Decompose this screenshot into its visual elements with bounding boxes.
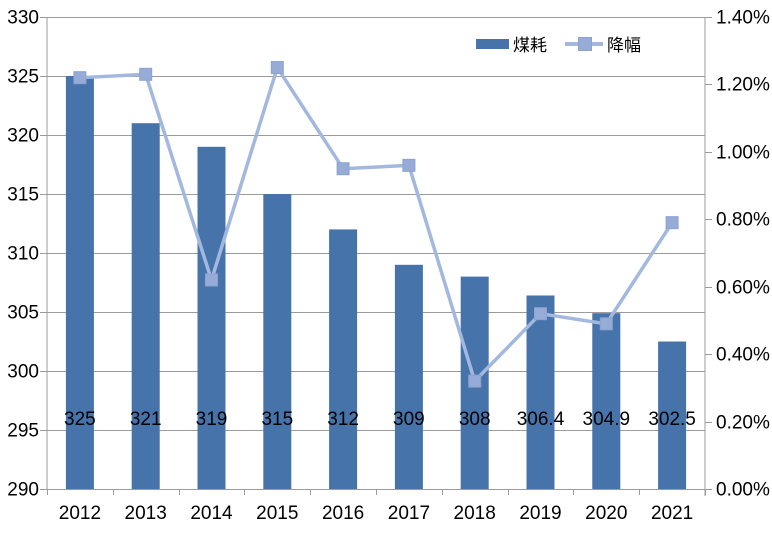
bar-2017 [394, 264, 423, 489]
left-axis-tick-label: 310 [7, 244, 39, 265]
line-marker-2016 [336, 162, 350, 176]
left-axis-tick-label: 290 [7, 480, 39, 501]
bar-data-label: 302.5 [648, 409, 696, 430]
right-axis-tick-label: 1.00% [716, 143, 770, 164]
x-axis-category-label: 2017 [388, 503, 430, 524]
x-axis-category-label: 2018 [454, 503, 496, 524]
bar-data-label: 321 [130, 409, 162, 430]
bar-2019 [526, 295, 555, 489]
bar-data-label: 309 [393, 409, 425, 430]
line-marker-2015 [270, 61, 284, 75]
legend-item-coal: 煤耗 [476, 31, 547, 56]
legend-label-coal: 煤耗 [513, 36, 547, 55]
right-axis-tick-label: 0.40% [716, 345, 770, 366]
x-axis-category-label: 2013 [125, 503, 167, 524]
x-axis-category-label: 2016 [322, 503, 364, 524]
line-marker-2014 [205, 273, 218, 287]
bar-2013 [131, 123, 160, 489]
right-axis-tick-label: 1.40% [716, 8, 770, 29]
bar-data-label: 308 [459, 409, 491, 430]
line-marker-2019 [534, 307, 547, 321]
line-marker-2020 [599, 317, 613, 331]
decline-line [79, 63, 674, 385]
left-axis-tick-label: 295 [7, 421, 39, 442]
line-marker-2013 [139, 67, 153, 81]
line-marker-2012 [73, 71, 87, 85]
right-axis-tick-label: 0.60% [716, 278, 770, 299]
right-axis-tick-label: 0.20% [716, 413, 770, 434]
line-marker-2021 [665, 216, 679, 230]
left-axis-tick-label: 315 [7, 185, 39, 206]
bar-data-label: 312 [327, 409, 359, 430]
right-axis-tick-label: 0.80% [716, 210, 770, 231]
line-marker-2017 [402, 158, 416, 172]
bar-data-label: 325 [64, 409, 96, 430]
bar-data-label: 319 [196, 409, 228, 430]
bar-2016 [329, 229, 358, 489]
left-axis-tick-label: 330 [7, 8, 39, 29]
bar-2015 [263, 194, 292, 489]
legend-label-decline: 降幅 [607, 36, 641, 55]
right-axis-tick-label: 1.20% [716, 75, 770, 96]
bar-2014 [197, 146, 226, 490]
x-axis-category-label: 2020 [585, 503, 627, 524]
x-axis-category-label: 2021 [651, 503, 693, 524]
bar-series-swatch-icon [476, 38, 509, 49]
bar-2021 [658, 341, 687, 489]
bar-2012 [65, 76, 94, 489]
left-axis-tick-label: 320 [7, 126, 39, 147]
x-axis-category-label: 2019 [519, 503, 561, 524]
legend-item-decline: 降幅 [565, 31, 641, 56]
left-axis-tick-label: 300 [7, 362, 39, 383]
x-axis-category-label: 2015 [256, 503, 298, 524]
bar-data-label: 304.9 [583, 409, 631, 430]
line-marker-2018 [468, 374, 482, 388]
bar-data-label: 315 [261, 409, 293, 430]
chart-legend: 煤耗 降幅 [476, 31, 641, 56]
bar-2020 [592, 313, 621, 489]
left-axis-tick-label: 305 [7, 303, 39, 324]
x-axis-category-label: 2014 [190, 503, 233, 524]
left-axis-tick-label: 325 [7, 67, 39, 88]
line-series-swatch-icon [565, 37, 603, 51]
x-axis-category-label: 2012 [59, 503, 101, 524]
bar-data-label: 306.4 [517, 409, 565, 430]
right-axis-tick-label: 0.00% [716, 480, 770, 501]
